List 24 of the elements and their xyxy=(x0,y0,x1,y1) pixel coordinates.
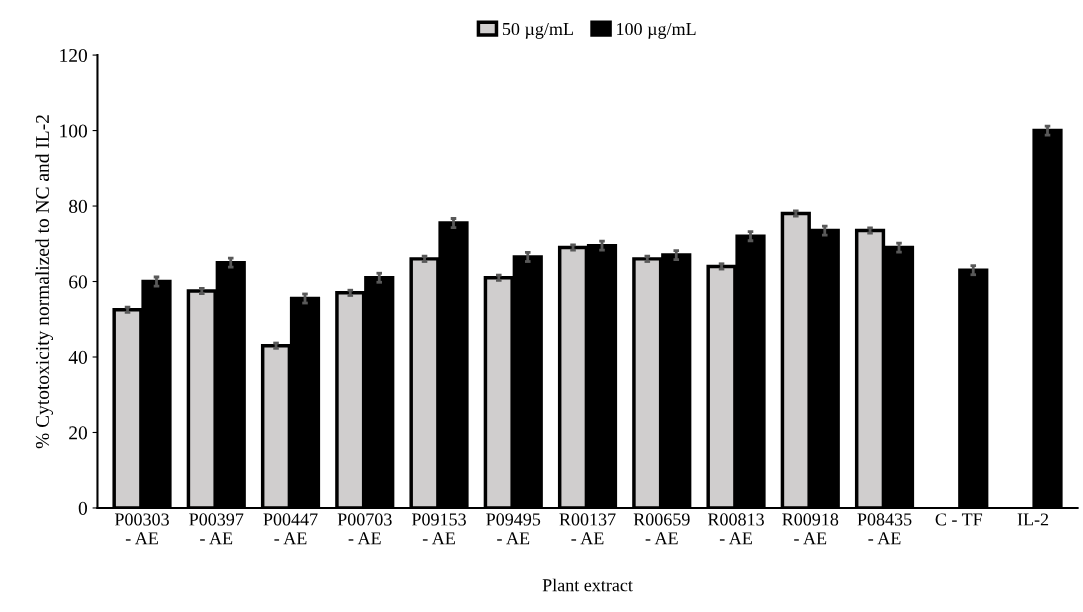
x-axis-title: Plant extract xyxy=(542,578,633,592)
x-tick-label: P09495 - AE xyxy=(486,513,541,545)
x-tick-label: R00137 - AE xyxy=(559,513,616,545)
y-tick-label: 80 xyxy=(69,199,88,213)
x-tick-label: R00813 - AE xyxy=(707,513,764,545)
y-tick-label: 40 xyxy=(68,350,88,364)
x-tick-label: P08435 - AE xyxy=(857,513,912,545)
y-tick-label: 100 xyxy=(60,124,88,138)
x-tick-label: P00397 - AE xyxy=(189,513,244,545)
y-tick-label: 20 xyxy=(69,426,88,440)
y-tick-label: 0 xyxy=(78,501,88,515)
x-tick-label: R00918 - AE xyxy=(782,513,839,545)
x-tick-label: P00703 - AE xyxy=(337,513,392,545)
x-tick-label: IL-2 xyxy=(1017,513,1049,526)
y-tick-label: 60 xyxy=(69,275,88,289)
x-tick-label: R00659 - AE xyxy=(633,513,690,545)
legend-label: 100 µg/mL xyxy=(617,22,696,39)
x-tick-label: C - TF xyxy=(935,513,983,526)
legend-label: 50 µg/mL xyxy=(502,22,573,39)
y-tick-label: 120 xyxy=(60,48,88,63)
x-tick-label: P09153 - AE xyxy=(411,513,466,545)
x-tick-label: P00447 - AE xyxy=(263,513,318,545)
y-axis-title: % Cytotoxicity normalized to NC and IL-2 xyxy=(35,115,54,449)
x-tick-label: P00303 - AE xyxy=(114,513,169,545)
